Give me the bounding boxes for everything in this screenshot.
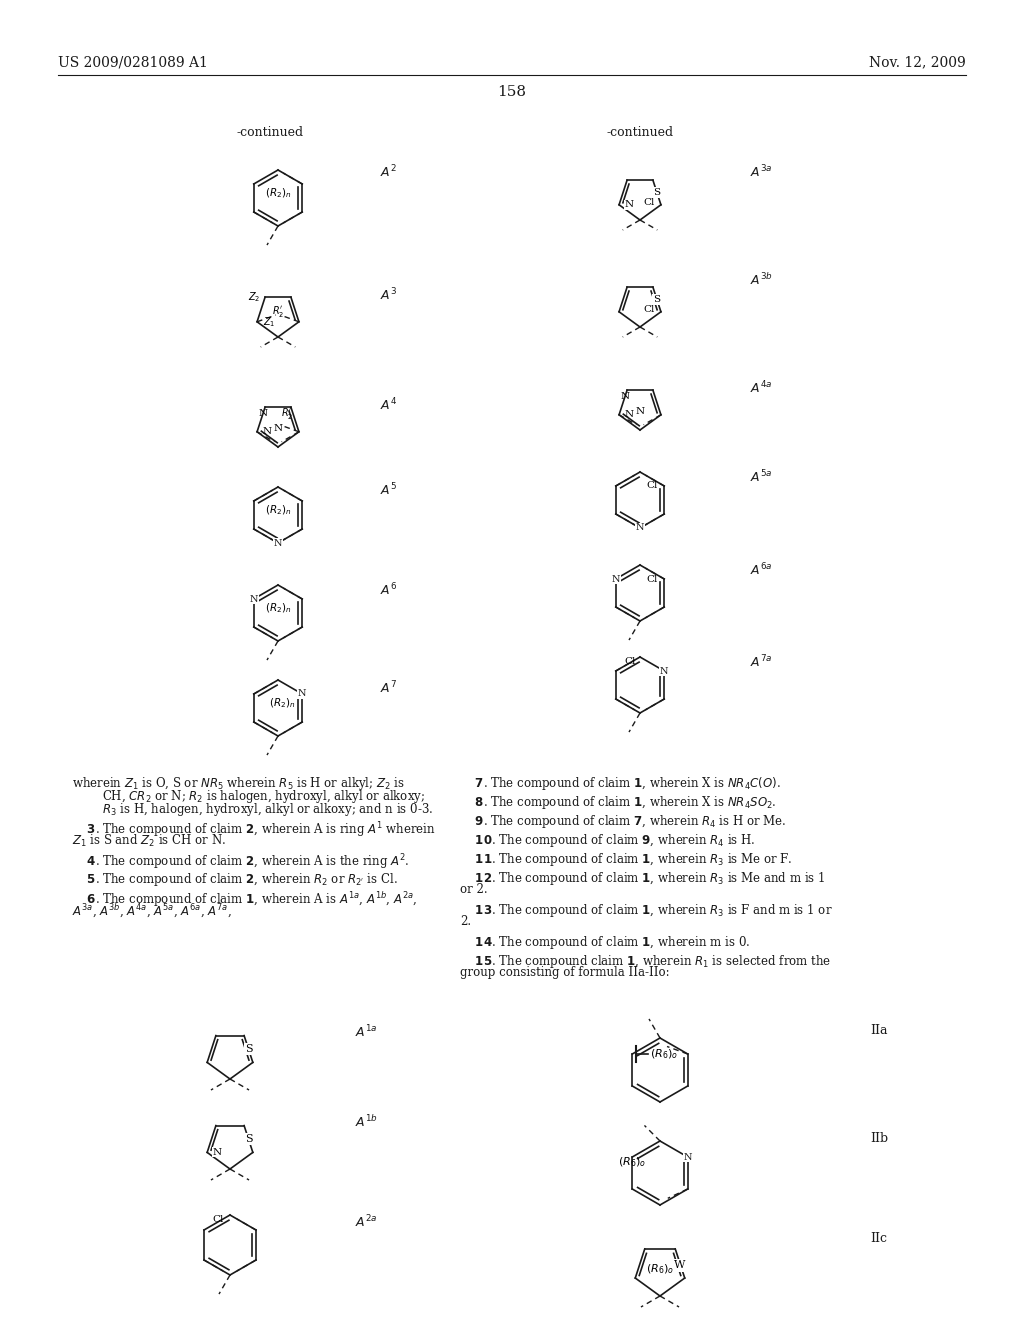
Text: Nov. 12, 2009: Nov. 12, 2009 — [869, 55, 966, 69]
Text: Cl: Cl — [647, 574, 658, 583]
Text: Cl: Cl — [647, 482, 658, 491]
Text: $A^2$: $A^2$ — [380, 164, 396, 181]
Text: N: N — [262, 428, 271, 437]
Text: N: N — [636, 524, 644, 532]
Text: N: N — [273, 539, 283, 548]
Text: $A^{3b}$: $A^{3b}$ — [750, 272, 773, 288]
Text: Cl: Cl — [643, 305, 654, 314]
Text: $A^7$: $A^7$ — [380, 680, 397, 697]
Text: S: S — [245, 1134, 252, 1144]
Text: $A^3$: $A^3$ — [380, 286, 397, 304]
Text: $\mathbf{11}$. The compound of claim $\mathbf{1}$, wherein $R_3$ is Me or F.: $\mathbf{11}$. The compound of claim $\m… — [460, 851, 793, 869]
Text: N: N — [298, 689, 306, 698]
Text: group consisting of formula IIa-IIo:: group consisting of formula IIa-IIo: — [460, 966, 670, 979]
Text: $\mathbf{12}$. The compound of claim $\mathbf{1}$, wherein $R_3$ is Me and m is : $\mathbf{12}$. The compound of claim $\m… — [460, 870, 825, 887]
Text: $(R_2)_n$: $(R_2)_n$ — [265, 601, 291, 615]
Text: IIb: IIb — [870, 1131, 888, 1144]
Text: $\mathbf{13}$. The compound of claim $\mathbf{1}$, wherein $R_3$ is F and m is 1: $\mathbf{13}$. The compound of claim $\m… — [460, 902, 833, 919]
Text: $\mathbf{14}$. The compound of claim $\mathbf{1}$, wherein m is 0.: $\mathbf{14}$. The compound of claim $\m… — [460, 935, 751, 950]
Text: $A^{2a}$: $A^{2a}$ — [355, 1213, 378, 1230]
Text: N: N — [258, 409, 267, 418]
Text: $(R_6)_o$: $(R_6)_o$ — [618, 1155, 646, 1170]
Text: N: N — [636, 407, 644, 416]
Text: $A^{3a}$: $A^{3a}$ — [750, 164, 772, 181]
Text: or 2.: or 2. — [460, 883, 487, 896]
Text: Cl: Cl — [213, 1214, 224, 1224]
Text: $(R_2)_n$: $(R_2)_n$ — [265, 503, 291, 516]
Text: $Z_1$: $Z_1$ — [263, 315, 275, 329]
Text: W: W — [675, 1261, 686, 1270]
Text: $A^5$: $A^5$ — [380, 482, 397, 498]
Text: $\mathbf{5}$. The compound of claim $\mathbf{2}$, wherein $R_2$ or $R_{2'}$ is C: $\mathbf{5}$. The compound of claim $\ma… — [72, 871, 397, 888]
Text: $\mathbf{10}$. The compound of claim $\mathbf{9}$, wherein $R_4$ is H.: $\mathbf{10}$. The compound of claim $\m… — [460, 832, 756, 849]
Text: 158: 158 — [498, 84, 526, 99]
Text: N: N — [273, 424, 283, 433]
Text: Cl: Cl — [625, 656, 636, 665]
Text: $Z_1$ is S and $Z_2$ is CH or N.: $Z_1$ is S and $Z_2$ is CH or N. — [72, 833, 226, 849]
Text: N: N — [683, 1152, 692, 1162]
Text: $A^{1b}$: $A^{1b}$ — [355, 1114, 378, 1130]
Text: $A^{4a}$: $A^{4a}$ — [750, 380, 772, 396]
Text: 2.: 2. — [460, 915, 471, 928]
Text: -continued: -continued — [606, 125, 674, 139]
Text: $A^6$: $A^6$ — [380, 582, 397, 598]
Text: S: S — [653, 187, 660, 197]
Text: -continued: -continued — [237, 125, 303, 139]
Text: $R_3$ is H, halogen, hydroxyl, alkyl or alkoxy; and n is 0-3.: $R_3$ is H, halogen, hydroxyl, alkyl or … — [102, 801, 433, 818]
Text: $\mathbf{9}$. The compound of claim $\mathbf{7}$, wherein $R_4$ is H or Me.: $\mathbf{9}$. The compound of claim $\ma… — [460, 813, 786, 830]
Text: $Z_2$: $Z_2$ — [248, 290, 260, 304]
Text: S: S — [245, 1044, 252, 1053]
Text: $(R_6)_o$: $(R_6)_o$ — [650, 1047, 679, 1061]
Text: $(R_2)_n$: $(R_2)_n$ — [268, 696, 295, 710]
Text: $(R_6)_o$: $(R_6)_o$ — [646, 1262, 674, 1276]
Text: $\mathbf{4}$. The compound of claim $\mathbf{2}$, wherein A is the ring $A^2$.: $\mathbf{4}$. The compound of claim $\ma… — [72, 851, 410, 871]
Text: $\mathbf{3}$. The compound of claim $\mathbf{2}$, wherein A is ring $A^1$ wherei: $\mathbf{3}$. The compound of claim $\ma… — [72, 820, 435, 840]
Text: N: N — [212, 1148, 221, 1156]
Text: N: N — [250, 594, 258, 603]
Text: Cl: Cl — [643, 198, 654, 207]
Text: $A^{6a}$: $A^{6a}$ — [750, 562, 772, 578]
Text: N: N — [611, 574, 620, 583]
Text: N: N — [624, 411, 633, 420]
Text: $\mathbf{8}$. The compound of claim $\mathbf{1}$, wherein X is $NR_4SO_2$.: $\mathbf{8}$. The compound of claim $\ma… — [460, 795, 776, 810]
Text: $A^4$: $A^4$ — [380, 397, 397, 413]
Text: S: S — [653, 294, 660, 304]
Text: $\mathbf{7}$. The compound of claim $\mathbf{1}$, wherein X is $NR_4C(O)$.: $\mathbf{7}$. The compound of claim $\ma… — [460, 775, 781, 792]
Text: N: N — [621, 392, 630, 401]
Text: $A^{7a}$: $A^{7a}$ — [750, 653, 772, 671]
Text: IIc: IIc — [870, 1232, 887, 1245]
Text: IIa: IIa — [870, 1023, 888, 1036]
Text: N: N — [624, 201, 633, 210]
Text: CH, $CR_2$ or N; $R_2$ is halogen, hydroxyl, alkyl or alkoxy;: CH, $CR_2$ or N; $R_2$ is halogen, hydro… — [102, 788, 425, 805]
Text: wherein $Z_1$ is O, S or $NR_5$ wherein $R_5$ is H or alkyl; $Z_2$ is: wherein $Z_1$ is O, S or $NR_5$ wherein … — [72, 775, 404, 792]
Text: $A^{1a}$: $A^{1a}$ — [355, 1024, 378, 1040]
Text: $A^{3a}$, $A^{3b}$, $A^{4a}$, $A^{5a}$, $A^{6a}$, $A^{7a}$,: $A^{3a}$, $A^{3b}$, $A^{4a}$, $A^{5a}$, … — [72, 903, 231, 920]
Text: $\mathbf{6}$. The compound of claim $\mathbf{1}$, wherein A is $A^{1a}$, $A^{1b}: $\mathbf{6}$. The compound of claim $\ma… — [72, 890, 418, 909]
Text: $(R_2)_n$: $(R_2)_n$ — [265, 186, 291, 199]
Text: $\mathbf{15}$. The compound claim $\mathbf{1}$, wherein $R_1$ is selected from t: $\mathbf{15}$. The compound claim $\math… — [460, 953, 831, 970]
Text: N: N — [660, 667, 669, 676]
Text: $R_2'$: $R_2'$ — [281, 407, 293, 421]
Text: $A^{5a}$: $A^{5a}$ — [750, 469, 772, 486]
Text: $R_2'$: $R_2'$ — [271, 304, 285, 319]
Text: US 2009/0281089 A1: US 2009/0281089 A1 — [58, 55, 208, 69]
